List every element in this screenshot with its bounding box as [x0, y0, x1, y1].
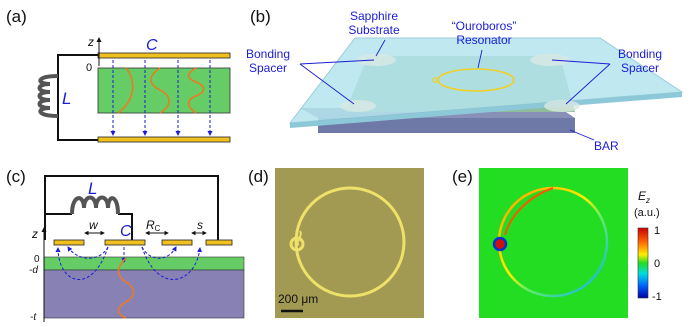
- spacer-left-label-1: Bonding: [246, 47, 290, 61]
- panel-c: (c) L C w RC s z 0 -d -t: [6, 167, 244, 323]
- z-axis-label: z: [87, 35, 94, 49]
- resonator-label-2: Resonator: [456, 33, 511, 47]
- substrate-label-2: Substrate: [348, 23, 400, 37]
- spacer-right-label-2: Spacer: [621, 61, 659, 75]
- resonator-label-1: “Ouroboros”: [452, 19, 517, 33]
- bonding-spacer-corner: [340, 100, 376, 112]
- simulation-hotspot: [494, 238, 506, 250]
- bonding-spacer-corner: [530, 54, 570, 66]
- panel-b-label: (b): [250, 7, 271, 26]
- z-zero-label: 0: [86, 62, 92, 74]
- z-axis-label-c: z: [31, 227, 38, 241]
- capacitor-label: C: [146, 37, 158, 54]
- panel-b: (b) Sapphire Substrate “Ouroboros” Reson: [246, 7, 682, 153]
- rc-label: RC: [146, 218, 161, 233]
- bottom-plate: [98, 137, 230, 142]
- piezo-film: [44, 257, 244, 270]
- scalebar-label: 200 μm: [278, 292, 318, 306]
- electrode: [162, 240, 192, 245]
- panel-d-label: (d): [248, 167, 269, 186]
- top-plate: [98, 53, 230, 58]
- colorbar-unit: (a.u.): [634, 207, 660, 219]
- panel-a: (a) L C z 0: [6, 7, 230, 142]
- inductor-coil: [40, 76, 59, 116]
- electrode-center: [105, 240, 145, 245]
- panel-e: (e) Ez (a.u.) 1 0 -1: [452, 167, 662, 318]
- electrode: [54, 240, 84, 245]
- colorbar: [638, 228, 648, 298]
- gap-w-label: w: [89, 218, 99, 232]
- electrode: [206, 240, 232, 245]
- bar-label: BAR: [594, 139, 619, 153]
- tick-zero: 0: [34, 254, 40, 265]
- s-label: s: [197, 218, 203, 232]
- colorbar-title: Ez: [638, 189, 650, 205]
- colorbar-tick-0: 0: [654, 258, 660, 270]
- panel-d: (d) 200 μm: [248, 167, 424, 318]
- spacer-right-label-1: Bonding: [618, 47, 662, 61]
- panel-e-label: (e): [452, 167, 473, 186]
- inductor-label: L: [62, 89, 71, 108]
- capacitor-label-c: C: [120, 223, 132, 240]
- tick-d: -d: [29, 265, 38, 276]
- spacer-left-label-2: Spacer: [249, 61, 287, 75]
- inductor-label-c: L: [88, 179, 97, 198]
- substrate-label-1: Sapphire: [350, 9, 398, 23]
- panel-c-label: (c): [6, 167, 26, 186]
- colorbar-tick-1: 1: [654, 225, 660, 237]
- bonding-spacer-corner: [544, 100, 580, 112]
- colorbar-tick-m1: -1: [652, 291, 662, 303]
- substrate-layer: [44, 270, 244, 318]
- panel-a-label: (a): [6, 7, 27, 26]
- tick-t: -t: [30, 312, 37, 323]
- inductor-coil-c: [72, 198, 118, 215]
